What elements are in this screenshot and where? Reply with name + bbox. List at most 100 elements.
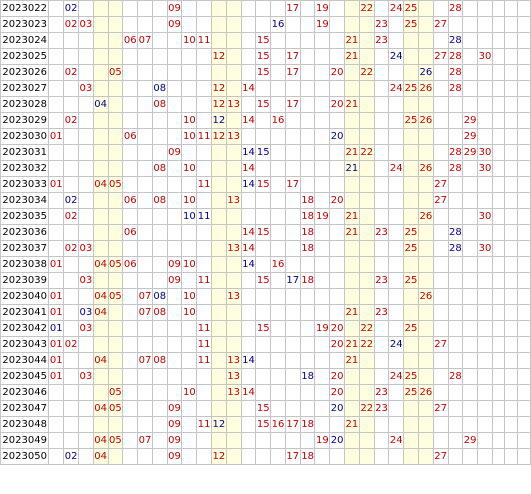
drawn-number: 09	[166, 400, 183, 417]
empty-cell	[122, 48, 139, 65]
drawn-number: 25	[403, 320, 419, 337]
empty-cell	[358, 128, 375, 145]
drawn-number: 08	[151, 160, 168, 177]
empty-cell	[329, 176, 346, 193]
empty-cell	[329, 240, 346, 257]
empty-cell	[151, 48, 168, 65]
empty-cell	[373, 368, 390, 385]
empty-cell	[314, 240, 331, 257]
empty-cell	[255, 192, 272, 209]
empty-cell	[358, 208, 375, 225]
empty-cell	[151, 128, 168, 145]
empty-cell	[122, 80, 139, 97]
drawn-number: 12	[211, 96, 227, 113]
empty-cell	[447, 400, 464, 417]
drawn-number: 16	[270, 256, 286, 273]
empty-cell	[432, 128, 449, 145]
empty-cell	[63, 400, 79, 417]
empty-cell	[462, 272, 479, 289]
empty-cell	[77, 64, 94, 81]
empty-cell	[417, 96, 434, 113]
empty-cell	[462, 400, 479, 417]
drawn-number: 23	[373, 32, 390, 49]
drawn-number: 20	[329, 432, 346, 449]
drawn-number: 24	[388, 368, 405, 385]
empty-cell	[314, 416, 331, 433]
empty-cell	[240, 336, 257, 353]
empty-cell	[358, 432, 375, 449]
empty-cell	[166, 208, 183, 225]
drawn-number: 01	[48, 352, 65, 369]
empty-cell	[504, 192, 519, 209]
drawn-number: 17	[284, 64, 301, 81]
drawn-number: 28	[447, 80, 464, 97]
drawn-number: 21	[344, 208, 360, 225]
empty-cell	[403, 48, 419, 65]
empty-cell	[447, 176, 464, 193]
empty-cell	[151, 336, 168, 353]
empty-cell	[63, 320, 79, 337]
empty-cell	[107, 336, 124, 353]
empty-cell	[314, 144, 331, 161]
issue-number: 2023040	[0, 288, 50, 305]
drawn-number: 26	[417, 64, 434, 81]
empty-cell	[344, 64, 360, 81]
drawn-number: 28	[447, 368, 464, 385]
drawn-number: 29	[462, 432, 479, 449]
drawn-number: 21	[344, 96, 360, 113]
empty-cell	[299, 144, 316, 161]
empty-cell	[491, 208, 506, 225]
empty-cell	[181, 400, 198, 417]
empty-cell	[358, 304, 375, 321]
empty-cell	[299, 400, 316, 417]
drawn-number: 04	[92, 288, 109, 305]
empty-cell	[181, 224, 198, 241]
empty-cell	[122, 448, 139, 465]
drawn-number: 14	[240, 224, 257, 241]
empty-cell	[240, 448, 257, 465]
empty-cell	[122, 416, 139, 433]
empty-cell	[270, 288, 286, 305]
empty-cell	[491, 240, 506, 257]
empty-cell	[181, 352, 198, 369]
empty-cell	[447, 208, 464, 225]
empty-cell	[122, 384, 139, 401]
drawn-number: 16	[270, 112, 286, 129]
empty-cell	[151, 256, 168, 273]
empty-cell	[358, 352, 375, 369]
drawn-number: 01	[48, 368, 65, 385]
empty-cell	[270, 0, 286, 17]
drawn-number: 24	[388, 80, 405, 97]
empty-cell	[196, 0, 212, 17]
drawn-number: 03	[77, 80, 94, 97]
empty-cell	[358, 16, 375, 33]
empty-cell	[225, 48, 242, 65]
drawn-number: 05	[107, 384, 124, 401]
drawn-number: 09	[166, 416, 183, 433]
empty-cell	[92, 16, 109, 33]
empty-cell	[107, 112, 124, 129]
empty-cell	[477, 320, 493, 337]
table-row: 2023049 04 05 07 09 19 20 24 29	[0, 432, 531, 449]
empty-cell	[388, 208, 405, 225]
empty-cell	[196, 432, 212, 449]
empty-cell	[48, 32, 65, 49]
issue-number: 2023050	[0, 448, 50, 465]
empty-cell	[329, 112, 346, 129]
empty-cell	[344, 0, 360, 17]
empty-cell	[181, 432, 198, 449]
drawn-number: 01	[48, 256, 65, 273]
empty-cell	[270, 144, 286, 161]
empty-cell	[166, 80, 183, 97]
empty-cell	[107, 320, 124, 337]
empty-cell	[166, 336, 183, 353]
empty-cell	[504, 256, 519, 273]
table-row: 2023034 02 06 08 10 13 18 20 27	[0, 192, 531, 209]
empty-cell	[417, 32, 434, 49]
empty-cell	[358, 448, 375, 465]
drawn-number: 28	[447, 64, 464, 81]
empty-cell	[417, 368, 434, 385]
empty-cell	[417, 224, 434, 241]
empty-cell	[504, 304, 519, 321]
issue-number: 2023046	[0, 384, 50, 401]
